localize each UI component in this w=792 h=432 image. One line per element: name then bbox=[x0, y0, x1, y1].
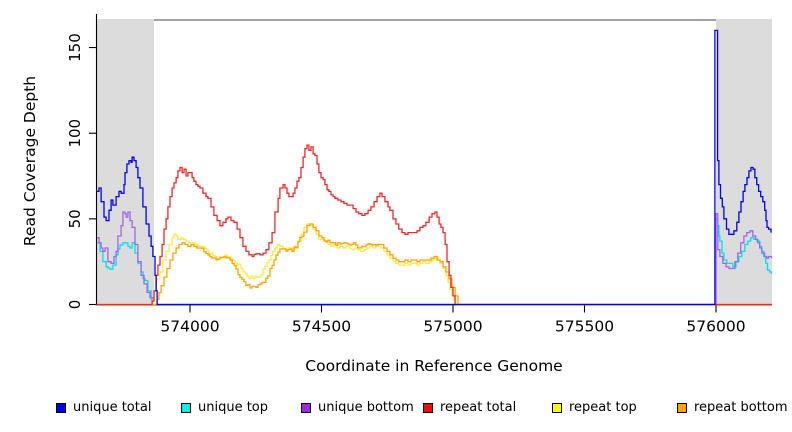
y-tick-label: 0 bbox=[66, 300, 84, 310]
series-line-unique-top bbox=[96, 218, 773, 306]
legend-item-repeat-total: repeat total bbox=[423, 399, 516, 417]
legend-swatch-icon bbox=[301, 403, 311, 413]
y-tick-label: 150 bbox=[66, 33, 84, 62]
legend-swatch-icon bbox=[181, 403, 191, 413]
legend-label: repeat bottom bbox=[694, 400, 788, 415]
shaded-region-flank-right bbox=[716, 19, 773, 305]
legend-swatch-icon bbox=[552, 403, 562, 413]
series-line-repeat-bottom bbox=[96, 223, 772, 306]
x-tick-label: 574000 bbox=[160, 318, 219, 336]
y-tick-label: 50 bbox=[66, 209, 84, 228]
legend-swatch-icon bbox=[423, 403, 433, 413]
y-axis-title: Read Coverage Depth bbox=[21, 75, 39, 247]
x-tick-label: 574500 bbox=[292, 318, 351, 336]
series-line-unique-bottom bbox=[96, 211, 773, 306]
legend-label: unique bottom bbox=[318, 400, 414, 415]
y-tick-label: 100 bbox=[66, 119, 84, 148]
legend-swatch-icon bbox=[677, 403, 687, 413]
x-tick-label: 575500 bbox=[555, 318, 614, 336]
shaded-region-flank-left bbox=[96, 19, 154, 305]
legend-item-unique-bottom: unique bottom bbox=[301, 399, 414, 417]
legend-swatch-icon bbox=[56, 403, 66, 413]
legend-item-unique-top: unique top bbox=[181, 399, 268, 417]
plot-canvas: 0 50 100 150 574000 574500 575000 575500 576000 bbox=[66, 14, 773, 336]
series-line-repeat-total bbox=[96, 144, 772, 306]
x-axis-title: Coordinate in Reference Genome bbox=[305, 357, 563, 375]
x-tick-label: 575000 bbox=[423, 318, 482, 336]
legend-label: repeat total bbox=[440, 400, 517, 415]
x-tick-label: 576000 bbox=[686, 318, 745, 336]
series-line-repeat-top bbox=[96, 223, 772, 306]
series-line-unique-total bbox=[96, 29, 772, 306]
legend-item-repeat-top: repeat top bbox=[552, 399, 637, 417]
legend-item-unique-total: unique total bbox=[56, 399, 151, 417]
legend-label: unique top bbox=[198, 400, 269, 415]
legend-item-repeat-bottom: repeat bottom bbox=[677, 399, 788, 417]
legend-label: repeat top bbox=[569, 400, 637, 415]
legend-label: unique total bbox=[73, 400, 152, 415]
